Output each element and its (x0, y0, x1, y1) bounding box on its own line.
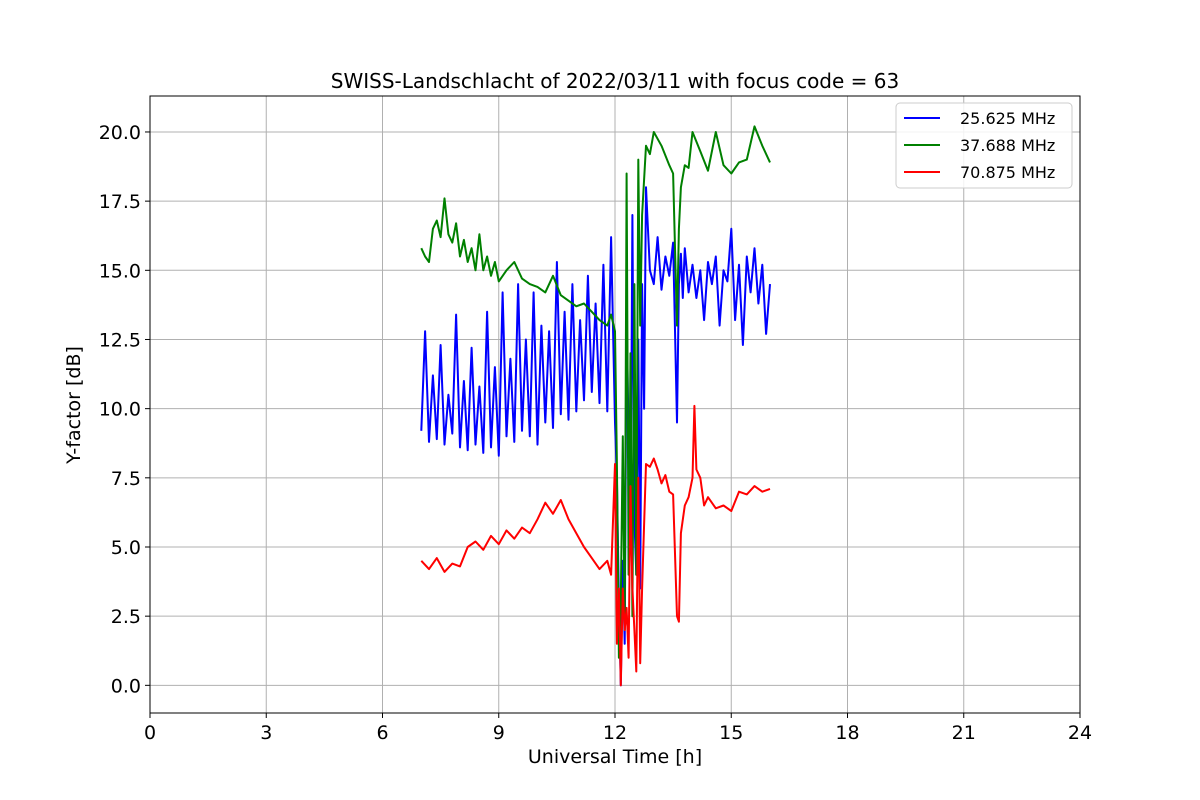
y-tick-label: 7.5 (111, 468, 141, 490)
series-layer (420, 125, 771, 687)
y-tick-label: 10.0 (99, 399, 141, 421)
x-tick-label: 9 (493, 722, 505, 744)
series-line-0 (420, 186, 771, 687)
series-line-1 (420, 125, 771, 659)
legend: 25.625 MHz 37.688 MHz 70.875 MHz (895, 102, 1073, 189)
y-tick-label: 2.5 (111, 606, 141, 628)
x-tick-label: 21 (952, 722, 976, 744)
series-line-2 (420, 404, 771, 687)
x-tick-label: 6 (376, 722, 388, 744)
y-tick-label: 15.0 (99, 260, 141, 282)
legend-label-2: 70.875 MHz (960, 163, 1055, 182)
x-axis-title: Universal Time [h] (528, 746, 702, 768)
y-tick-label: 12.5 (99, 329, 141, 351)
x-tick-label: 12 (603, 722, 627, 744)
x-tick-label: 18 (835, 722, 859, 744)
y-tick-label: 0.0 (111, 675, 141, 697)
legend-label-1: 37.688 MHz (960, 136, 1055, 155)
ticks: 0 3 6 9 12 15 18 21 24 0.0 2.5 5.0 7.5 10.0 12.5 15.0 17… (99, 122, 1092, 744)
chart-title: SWISS-Landschlacht of 2022/03/11 with fo… (331, 69, 899, 93)
x-tick-label: 0 (144, 722, 156, 744)
x-tick-label: 15 (719, 722, 743, 744)
legend-box (895, 102, 1073, 189)
y-tick-label: 20.0 (99, 122, 141, 144)
legend-label-0: 25.625 MHz (960, 109, 1055, 128)
y-tick-label: 17.5 (99, 191, 141, 213)
y-tick-label: 5.0 (111, 537, 141, 559)
x-tick-label: 24 (1068, 722, 1092, 744)
y-axis-title: Y-factor [dB] (63, 346, 85, 465)
x-tick-label: 3 (260, 722, 272, 744)
